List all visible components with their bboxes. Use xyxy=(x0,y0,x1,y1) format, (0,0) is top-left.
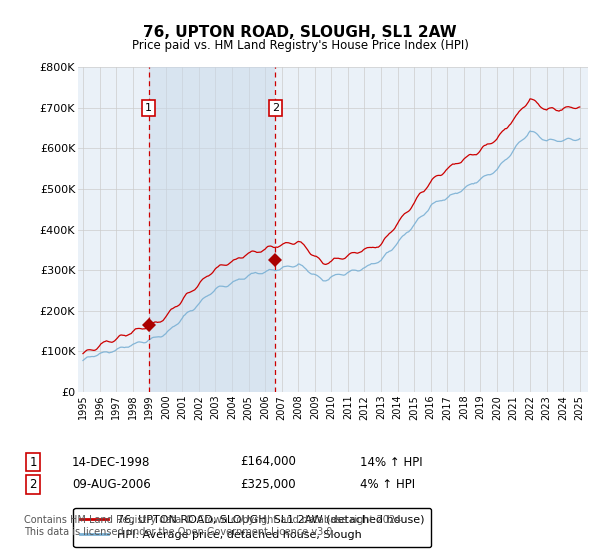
Text: 2: 2 xyxy=(272,103,279,113)
Text: Contains HM Land Registry data © Crown copyright and database right 2024.
This d: Contains HM Land Registry data © Crown c… xyxy=(24,515,404,537)
Text: 1: 1 xyxy=(29,455,37,469)
Bar xyxy=(149,67,275,392)
Text: Price paid vs. HM Land Registry's House Price Index (HPI): Price paid vs. HM Land Registry's House … xyxy=(131,39,469,52)
Text: 14-DEC-1998: 14-DEC-1998 xyxy=(72,455,151,469)
Text: £164,000: £164,000 xyxy=(240,455,296,469)
Text: £325,000: £325,000 xyxy=(240,478,296,491)
Legend: 76, UPTON ROAD, SLOUGH, SL1 2AW (detached house), HPI: Average price, detached h: 76, UPTON ROAD, SLOUGH, SL1 2AW (detache… xyxy=(73,508,431,547)
Text: 14% ↑ HPI: 14% ↑ HPI xyxy=(360,455,422,469)
Text: 4% ↑ HPI: 4% ↑ HPI xyxy=(360,478,415,491)
Text: 09-AUG-2006: 09-AUG-2006 xyxy=(72,478,151,491)
Text: 2: 2 xyxy=(29,478,37,491)
Text: 76, UPTON ROAD, SLOUGH, SL1 2AW: 76, UPTON ROAD, SLOUGH, SL1 2AW xyxy=(143,25,457,40)
Text: 1: 1 xyxy=(145,103,152,113)
